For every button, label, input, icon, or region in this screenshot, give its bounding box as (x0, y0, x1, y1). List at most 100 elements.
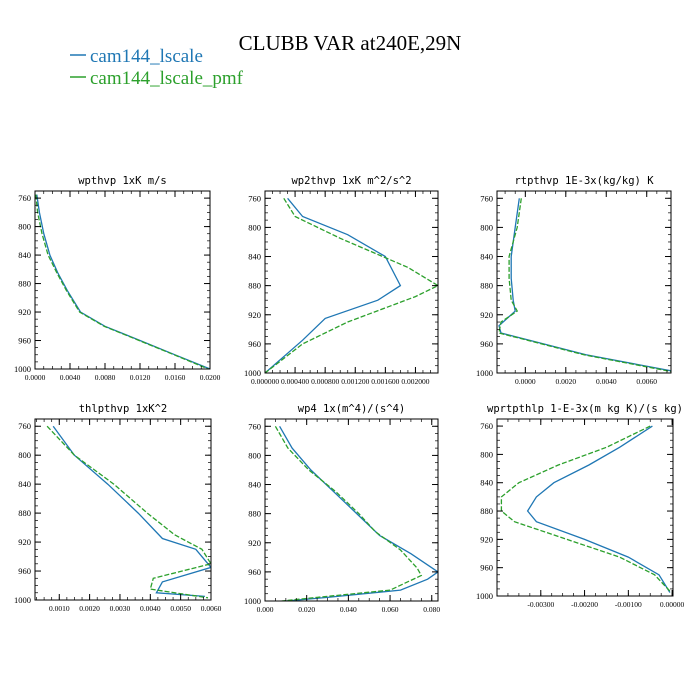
xtick-label-0-1: 0.0040 (60, 373, 81, 382)
ytick-label-3-4: 920 (18, 537, 31, 547)
panel-0: wpthvp 1xK m/s76080084088092096010000.00… (14, 175, 221, 382)
ytick-label-2-3: 880 (480, 281, 493, 291)
ytick-label-4-1: 800 (248, 450, 261, 460)
xtick-label-0-4: 0.0160 (165, 373, 186, 382)
ytick-label-0-2: 840 (18, 250, 31, 260)
plot-frame-5 (496, 418, 674, 597)
xtick-label-3-0: 0.0010 (49, 604, 70, 613)
series-line-1-1 (265, 197, 438, 373)
ytick-label-0-5: 960 (18, 336, 31, 346)
plot-frame-3 (34, 418, 212, 601)
ytick-label-5-1: 800 (480, 449, 493, 459)
series-line-3-0 (52, 425, 211, 598)
ytick-label-5-3: 880 (480, 506, 493, 516)
ytick-label-0-1: 800 (18, 222, 31, 232)
xtick-label-2-2: 0.0040 (596, 377, 617, 386)
ytick-label-5-4: 920 (480, 534, 493, 544)
ytick-label-1-2: 840 (248, 252, 261, 262)
xtick-label-5-2: -0.00100 (615, 600, 642, 609)
ytick-label-0-6: 1000 (14, 364, 31, 374)
xtick-label-3-4: 0.0050 (170, 604, 191, 613)
panel-4: wp4 1x(m^4)/(s^4)76080084088092096010000… (244, 403, 440, 614)
ytick-label-5-0: 760 (480, 421, 493, 431)
plot-frame-4 (264, 418, 439, 602)
xtick-label-1-5: 0.002000 (401, 377, 429, 386)
series-line-2-0 (498, 198, 671, 372)
panels: wpthvp 1xK m/s76080084088092096010000.00… (14, 175, 685, 614)
xtick-label-0-2: 0.0080 (95, 373, 116, 382)
figure-title: CLUBB VAR at240E,29N (239, 31, 462, 55)
series-line-4-0 (279, 425, 438, 601)
ytick-label-0-3: 880 (18, 279, 31, 289)
ytick-label-1-0: 760 (248, 193, 261, 203)
ytick-label-2-5: 960 (480, 339, 493, 349)
xtick-label-4-4: 0.080 (423, 605, 440, 614)
ytick-label-4-5: 960 (248, 567, 261, 577)
xtick-label-1-3: 0.001200 (341, 377, 369, 386)
panel-title-4: wp4 1x(m^4)/(s^4) (298, 403, 405, 415)
ytick-label-4-6: 1000 (244, 596, 261, 606)
panel-title-0: wpthvp 1xK m/s (78, 175, 167, 187)
xtick-label-1-0: 0.000000 (251, 377, 279, 386)
ytick-label-4-4: 920 (248, 538, 261, 548)
ytick-label-2-1: 800 (480, 222, 493, 232)
xtick-label-0-5: 0.0200 (200, 373, 221, 382)
series-line-0-0 (36, 194, 210, 369)
ytick-label-3-0: 760 (18, 421, 31, 431)
xtick-label-4-2: 0.040 (340, 605, 357, 614)
ytick-label-5-2: 840 (480, 478, 493, 488)
ytick-label-2-0: 760 (480, 193, 493, 203)
series-line-1-0 (265, 197, 402, 373)
ytick-label-0-0: 760 (18, 193, 31, 203)
xtick-label-3-3: 0.0040 (140, 604, 161, 613)
ytick-label-5-6: 1000 (476, 591, 493, 601)
ytick-label-2-6: 1000 (476, 368, 493, 378)
ytick-label-1-5: 960 (248, 339, 261, 349)
ytick-label-1-3: 880 (248, 281, 261, 291)
ytick-label-1-1: 800 (248, 222, 261, 232)
ytick-label-3-1: 800 (18, 450, 31, 460)
plot-frame-1 (264, 190, 439, 374)
ytick-label-0-4: 920 (18, 307, 31, 317)
xtick-label-5-0: -0.00300 (527, 600, 554, 609)
xtick-label-1-4: 0.001600 (371, 377, 399, 386)
legend-label-1: cam144_lscale_pmf (90, 68, 244, 89)
xtick-label-2-0: 0.0000 (515, 377, 536, 386)
panel-2: rtpthvp 1E-3x(kg/kg) K 760 800 840 880 920 960… (476, 175, 672, 386)
ytick-label-2-2: 840 (480, 252, 493, 262)
panel-5: wprtpthlp 1-E-3x(m kg K)/(s kg) 760 800 840… (476, 403, 685, 609)
xtick-label-5-1: -0.00200 (571, 600, 598, 609)
xtick-label-1-2: 0.000800 (311, 377, 339, 386)
xtick-label-2-3: 0.0060 (636, 377, 657, 386)
panel-3: thlpthvp 1xK^2 760 800 840 880 920 960 1000 0.00… (14, 403, 222, 613)
ytick-label-1-6: 1000 (244, 368, 261, 378)
xtick-label-4-1: 0.020 (298, 605, 315, 614)
xtick-label-3-2: 0.0030 (110, 604, 131, 613)
panel-title-3: thlpthvp 1xK^2 (79, 403, 168, 415)
ytick-label-3-2: 840 (18, 479, 31, 489)
series-line-3-1 (46, 425, 211, 599)
panel-title-2: rtpthvp 1E-3x(kg/kg) K (514, 175, 654, 187)
xtick-label-5-3: 0.00000 (660, 600, 685, 609)
panel-title-1: wp2thvp 1xK m^2/s^2 (291, 175, 411, 187)
ytick-label-4-2: 840 (248, 480, 261, 490)
panel-title-5: wprtpthlp 1-E-3x(m kg K)/(s kg) (487, 403, 683, 415)
ytick-label-3-3: 880 (18, 508, 31, 518)
xtick-label-1-1: 0.000400 (281, 377, 309, 386)
series-line-2-1 (498, 198, 671, 373)
series-line-0-1 (35, 194, 209, 369)
xtick-label-3-1: 0.0020 (79, 604, 100, 613)
xtick-label-0-0: 0.0000 (25, 373, 46, 382)
xtick-label-4-3: 0.060 (382, 605, 399, 614)
series-line-4-1 (274, 425, 423, 601)
ytick-label-3-5: 960 (18, 566, 31, 576)
xtick-label-3-5: 0.0060 (201, 604, 222, 613)
panel-1: wp2thvp 1xK m^2/s^2 760 800 840 880 920 960 100… (244, 175, 439, 386)
xtick-label-4-0: 0.000 (257, 605, 274, 614)
ytick-label-3-6: 1000 (14, 595, 31, 605)
ytick-label-4-0: 760 (248, 421, 261, 431)
ytick-label-1-4: 920 (248, 310, 261, 320)
ytick-label-4-3: 880 (248, 509, 261, 519)
